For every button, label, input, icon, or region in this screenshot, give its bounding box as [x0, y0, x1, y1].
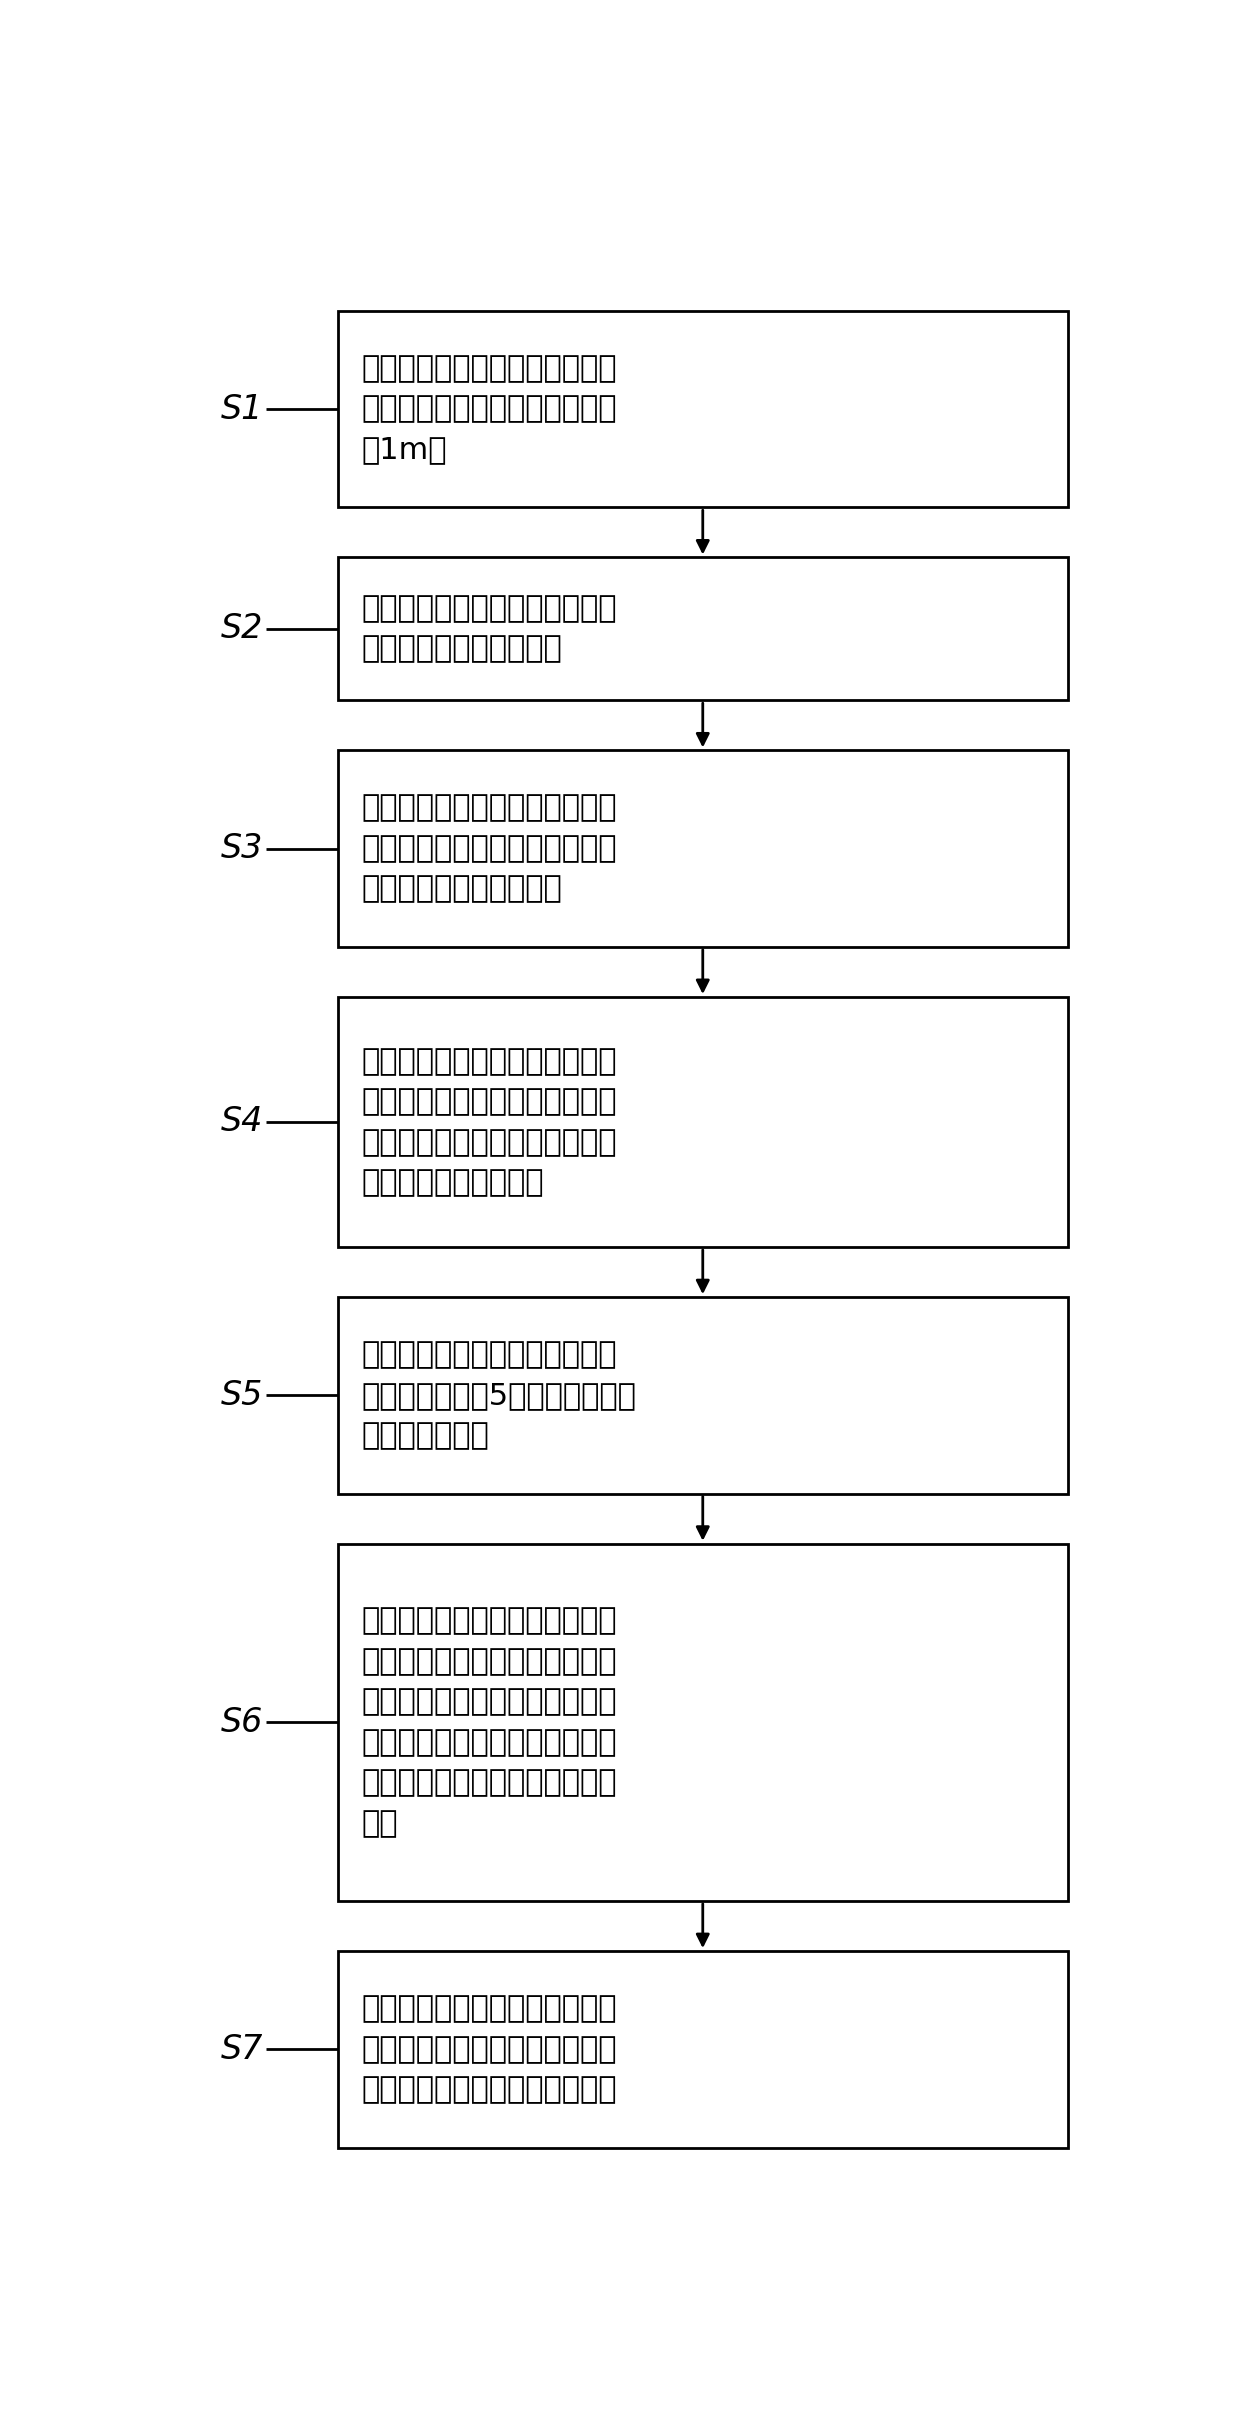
Text: 对每个子区域进行不同的不同的
材料和施工工艺处理，并按照特
定间隔时间喷洒一定次数: 对每个子区域进行不同的不同的 材料和施工工艺处理，并按照特 定间隔时间喷洒一定次…	[362, 793, 618, 903]
Text: 现场开挖形成灌渠基面，并分割
若干段作为子区域，每个子区域
约1m长: 现场开挖形成灌渠基面，并分割 若干段作为子区域，每个子区域 约1m长	[362, 353, 618, 465]
Text: 用便携式十字板剪切仪，在每个
子区域中随机取5个点，测试处理
后土体抗剪强度: 用便携式十字板剪切仪，在每个 子区域中随机取5个点，测试处理 后土体抗剪强度	[362, 1341, 636, 1451]
Bar	[337, 1952, 1068, 2147]
Text: 拔出钢板，对整个灌渠区域进行
一定流速供水，待冲刷一定时间
后，再用水泵排干灌渠中积水，
然后用全站仪对灌渠断面进行测
量，通过断面的变化计算土壤侵
蚀量: 拔出钢板，对整个灌渠区域进行 一定流速供水，待冲刷一定时间 后，再用水泵排干灌渠…	[362, 1606, 618, 1838]
Text: 待土样经过加固处理完后，将每
个子区域注满水，然后每隔一定
时间读取各子区域的水位变化，
计算处理后土体透水性: 待土样经过加固处理完后，将每 个子区域注满水，然后每隔一定 时间读取各子区域的水…	[362, 1047, 618, 1198]
Text: 用钢板打入地下，使灌渠分割成
互相之间不透水的子区域: 用钢板打入地下，使灌渠分割成 互相之间不透水的子区域	[362, 594, 618, 664]
Bar	[337, 750, 1068, 947]
Text: S2: S2	[221, 613, 263, 645]
Bar	[337, 1297, 1068, 1494]
Bar	[337, 1543, 1068, 1901]
Text: S1: S1	[221, 392, 263, 426]
Bar	[337, 312, 1068, 506]
Bar	[337, 998, 1068, 1246]
Text: 对比不同参数和工艺处理后土体
的各项性质，确定基于微生物矿
化修建生态灌渠材料及施工工艺: 对比不同参数和工艺处理后土体 的各项性质，确定基于微生物矿 化修建生态灌渠材料及…	[362, 1993, 618, 2105]
Bar	[337, 557, 1068, 701]
Text: S7: S7	[221, 2032, 263, 2066]
Text: S4: S4	[221, 1105, 263, 1139]
Text: S6: S6	[221, 1706, 263, 1738]
Text: S5: S5	[221, 1378, 263, 1412]
Text: S3: S3	[221, 832, 263, 864]
